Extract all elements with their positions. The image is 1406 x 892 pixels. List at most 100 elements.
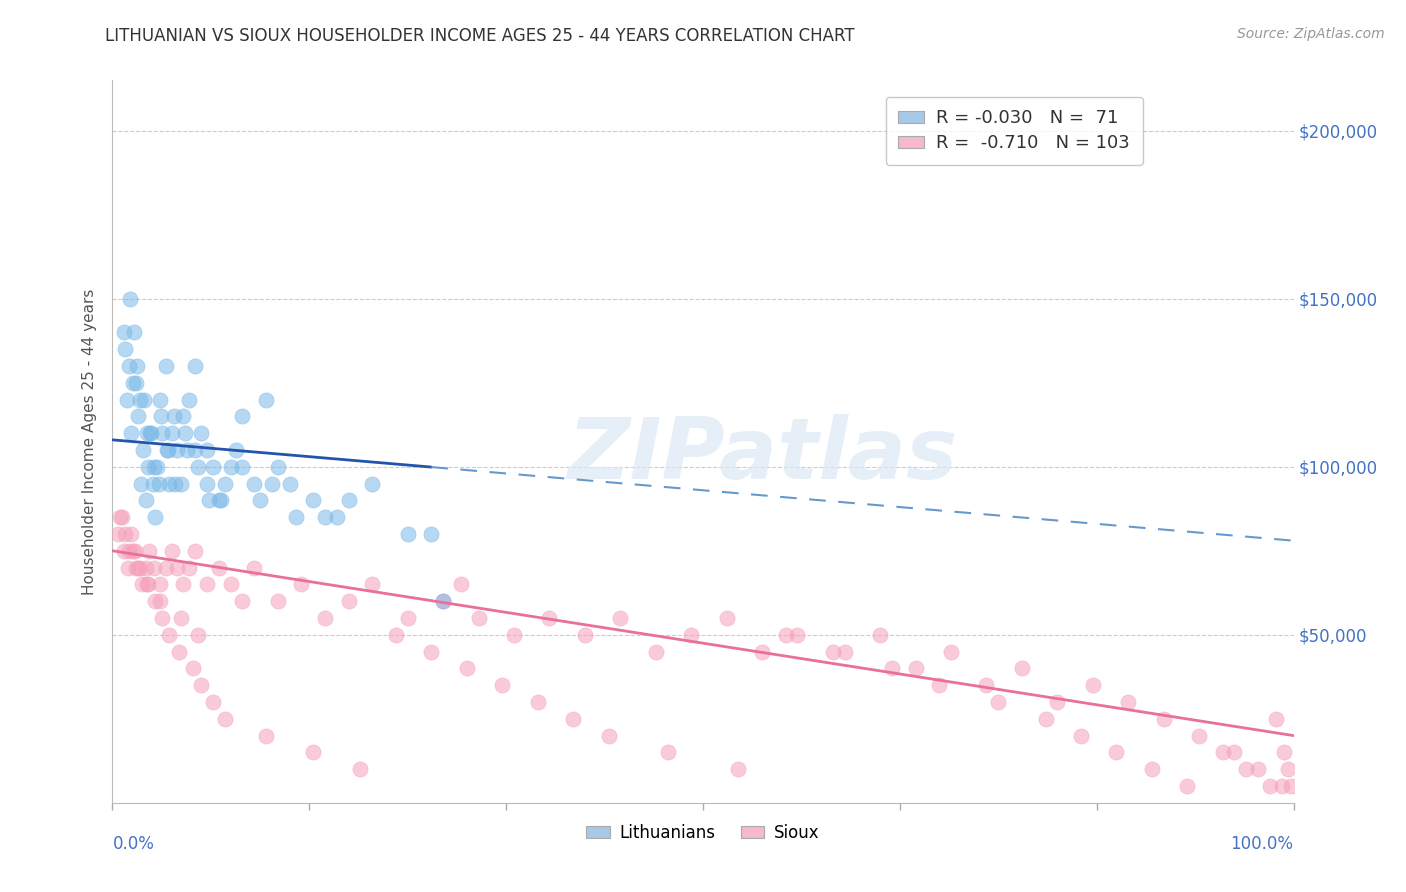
- Point: [939, 644, 962, 658]
- Point: [121, 376, 143, 390]
- Point: [214, 476, 236, 491]
- Point: [157, 476, 180, 491]
- Point: [128, 392, 150, 407]
- Point: [786, 628, 808, 642]
- Y-axis label: Householder Income Ages 25 - 44 years: Householder Income Ages 25 - 44 years: [82, 288, 97, 595]
- Point: [118, 359, 141, 373]
- Point: [254, 392, 277, 407]
- Point: [179, 392, 201, 407]
- Point: [148, 476, 170, 491]
- Point: [160, 543, 183, 558]
- Text: LITHUANIAN VS SIOUX HOUSEHOLDER INCOME AGES 25 - 44 YEARS CORRELATION CHART: LITHUANIAN VS SIOUX HOUSEHOLDER INCOME A…: [105, 27, 855, 45]
- Point: [128, 560, 150, 574]
- Point: [609, 611, 631, 625]
- Point: [644, 644, 666, 658]
- Point: [231, 459, 253, 474]
- Point: [201, 459, 224, 474]
- Point: [150, 426, 173, 441]
- Point: [302, 745, 325, 759]
- Point: [681, 628, 703, 642]
- Point: [598, 729, 620, 743]
- Point: [146, 459, 169, 474]
- Point: [181, 661, 204, 675]
- Point: [124, 543, 146, 558]
- Point: [716, 611, 738, 625]
- Point: [1223, 745, 1246, 759]
- Point: [166, 560, 188, 574]
- Point: [108, 510, 131, 524]
- Point: [1105, 745, 1128, 759]
- Point: [127, 560, 149, 574]
- Point: [219, 577, 242, 591]
- Point: [198, 493, 221, 508]
- Text: Source: ZipAtlas.com: Source: ZipAtlas.com: [1237, 27, 1385, 41]
- Point: [1212, 745, 1234, 759]
- Point: [260, 476, 283, 491]
- Point: [190, 426, 212, 441]
- Point: [155, 359, 177, 373]
- Point: [243, 476, 266, 491]
- Point: [118, 543, 141, 558]
- Text: 0.0%: 0.0%: [112, 835, 155, 854]
- Point: [538, 611, 561, 625]
- Point: [132, 442, 155, 457]
- Point: [1011, 661, 1033, 675]
- Point: [117, 560, 139, 574]
- Point: [170, 611, 193, 625]
- Point: [396, 611, 419, 625]
- Point: [209, 493, 232, 508]
- Point: [107, 527, 129, 541]
- Point: [129, 476, 152, 491]
- Point: [1247, 762, 1270, 776]
- Point: [834, 644, 856, 658]
- Point: [138, 543, 160, 558]
- Point: [120, 527, 142, 541]
- Point: [1279, 779, 1302, 793]
- Point: [141, 426, 163, 441]
- Point: [172, 577, 194, 591]
- Point: [135, 426, 157, 441]
- Point: [127, 359, 149, 373]
- Point: [1272, 745, 1295, 759]
- Point: [1234, 762, 1257, 776]
- Point: [467, 611, 489, 625]
- Point: [1175, 779, 1198, 793]
- Point: [160, 426, 183, 441]
- Point: [880, 661, 903, 675]
- Point: [134, 392, 156, 407]
- Point: [149, 392, 172, 407]
- Point: [1046, 695, 1069, 709]
- Point: [125, 560, 148, 574]
- Point: [135, 493, 157, 508]
- Point: [1116, 695, 1139, 709]
- Point: [136, 577, 159, 591]
- Point: [267, 594, 290, 608]
- Point: [314, 510, 336, 524]
- Point: [284, 510, 307, 524]
- Point: [155, 560, 177, 574]
- Point: [267, 459, 290, 474]
- Point: [115, 392, 138, 407]
- Point: [135, 577, 157, 591]
- Point: [142, 459, 165, 474]
- Point: [143, 594, 166, 608]
- Point: [249, 493, 271, 508]
- Point: [337, 594, 360, 608]
- Legend: Lithuanians, Sioux: Lithuanians, Sioux: [579, 817, 827, 848]
- Point: [219, 459, 242, 474]
- Point: [290, 577, 312, 591]
- Point: [420, 527, 443, 541]
- Point: [190, 678, 212, 692]
- Point: [1153, 712, 1175, 726]
- Point: [172, 409, 194, 424]
- Point: [314, 611, 336, 625]
- Point: [139, 426, 162, 441]
- Point: [987, 695, 1010, 709]
- Point: [114, 342, 136, 356]
- Point: [337, 493, 360, 508]
- Point: [302, 493, 325, 508]
- Point: [225, 442, 247, 457]
- Point: [361, 476, 384, 491]
- Point: [361, 577, 384, 591]
- Point: [775, 628, 797, 642]
